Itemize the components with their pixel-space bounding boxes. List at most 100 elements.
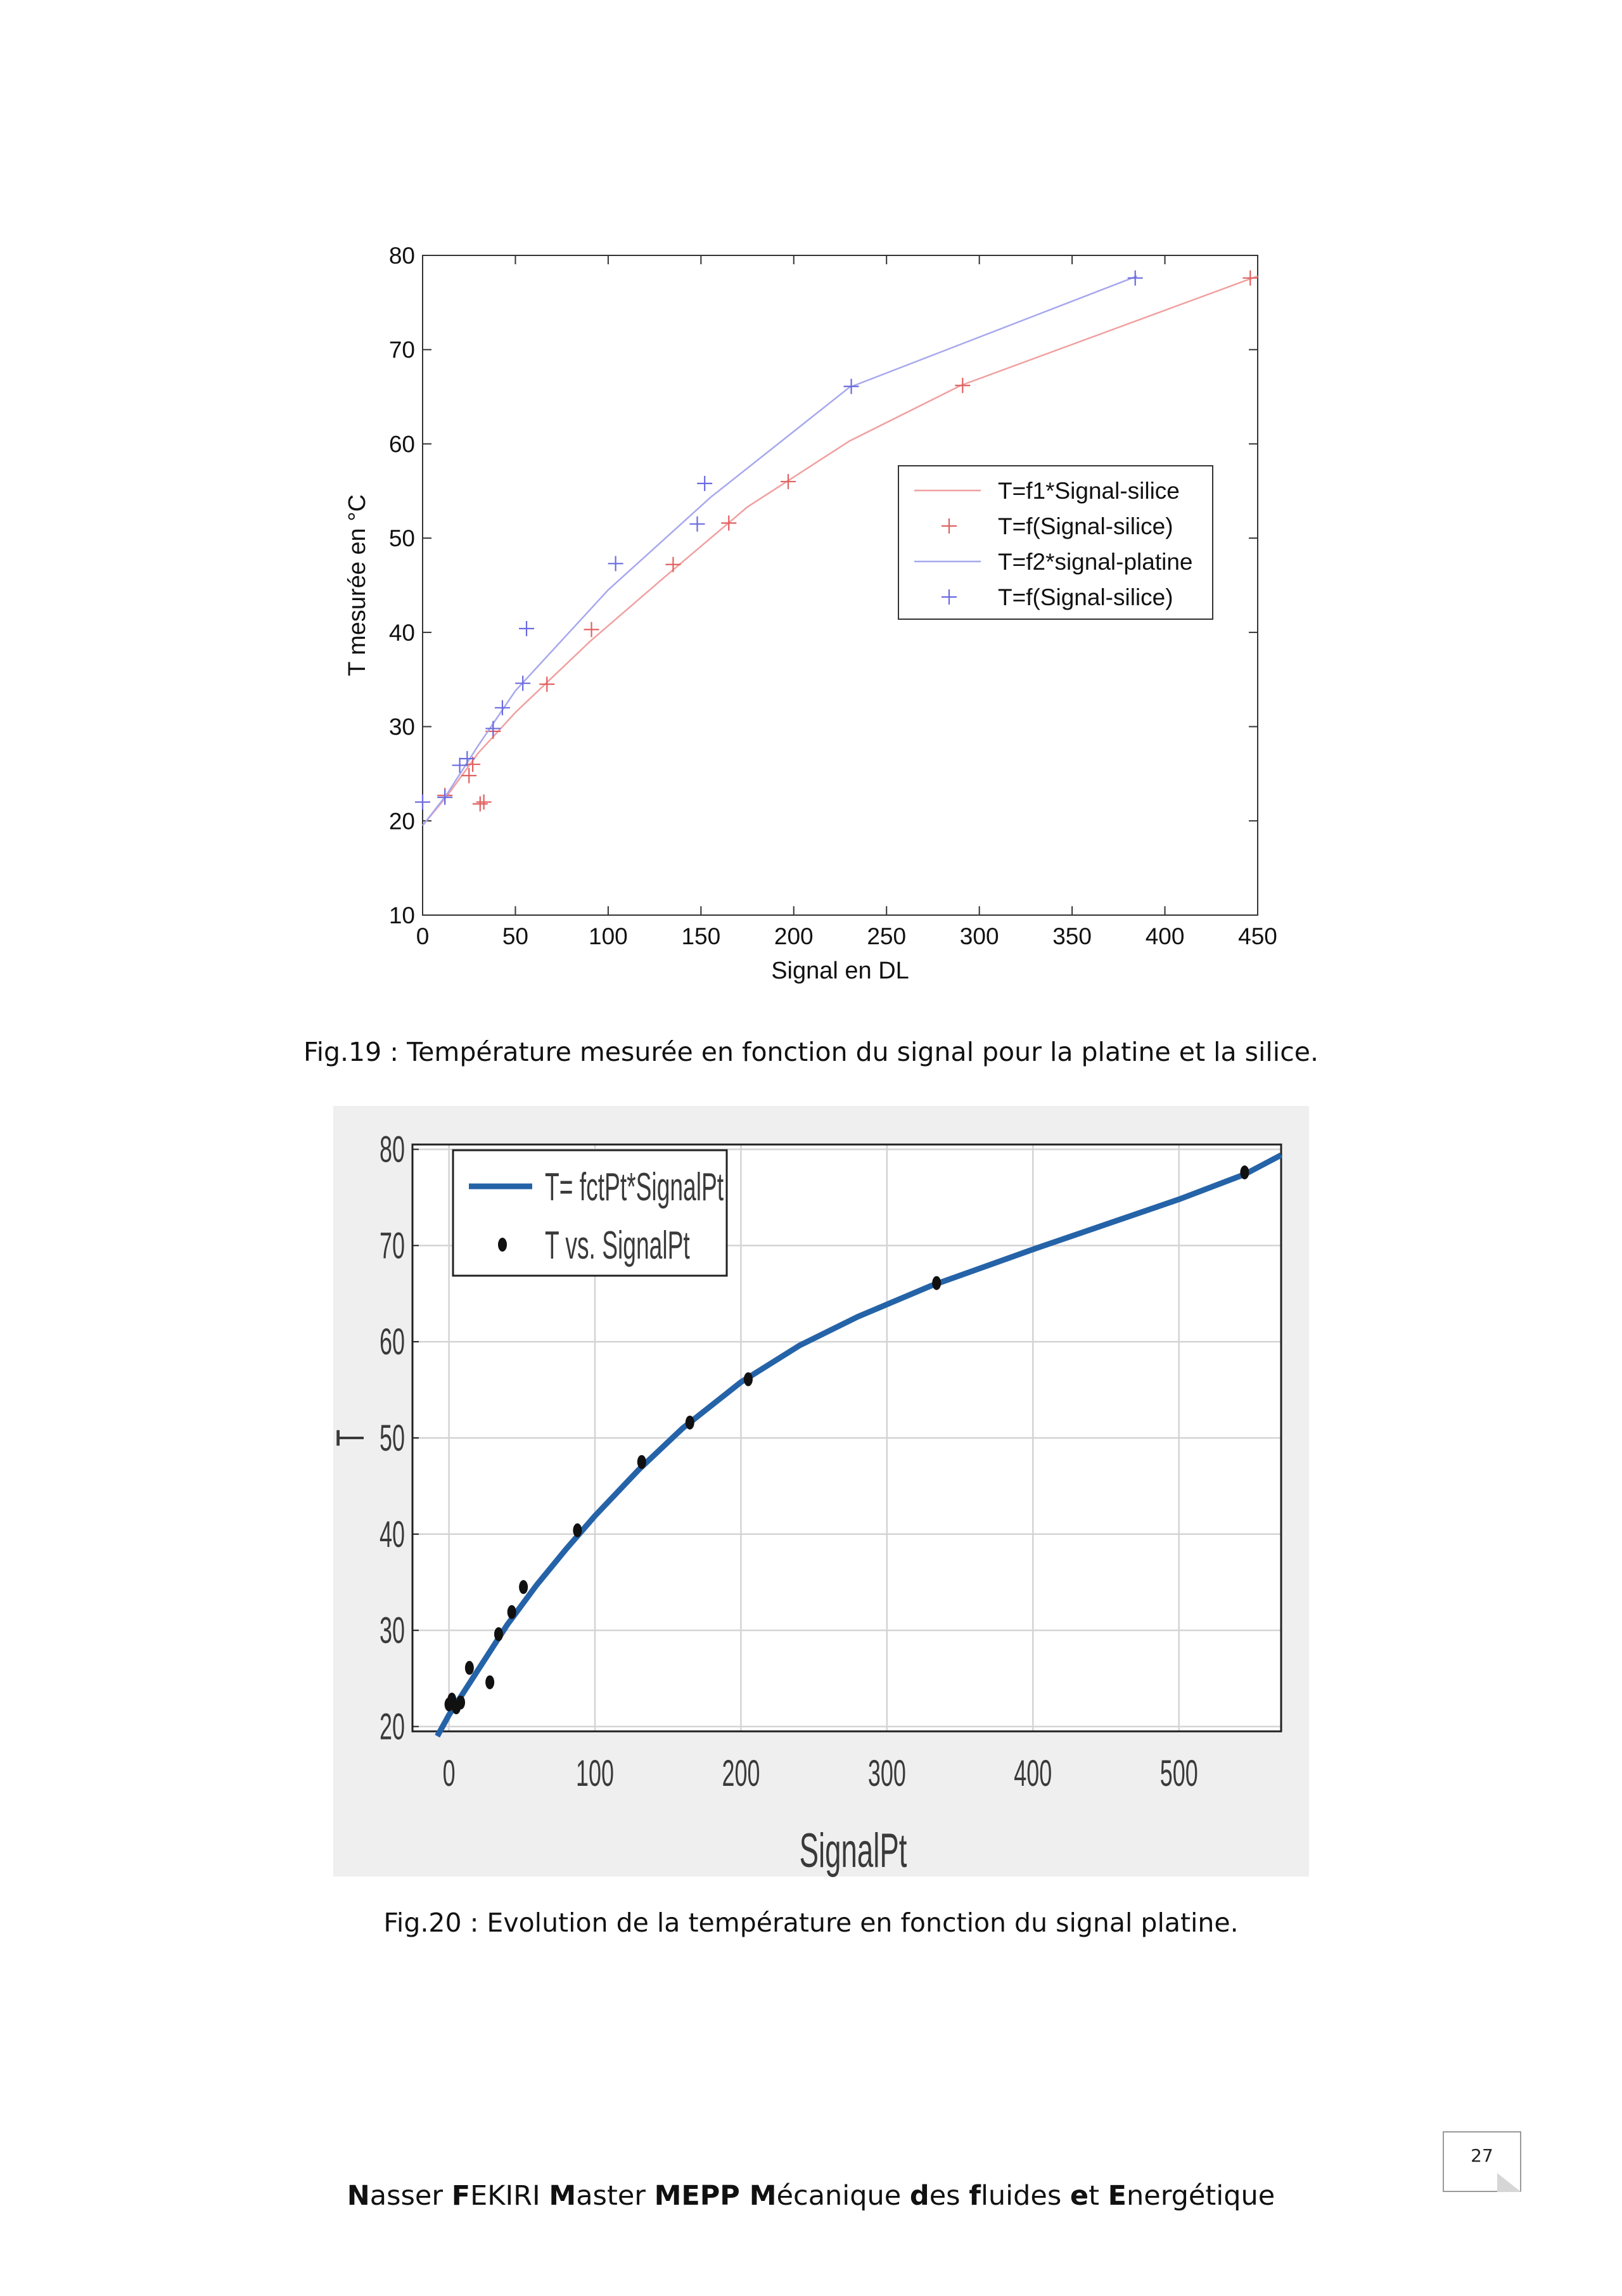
x-tick-label: 450	[1238, 923, 1277, 949]
legend-swatch-marker	[498, 1238, 507, 1252]
footer-initial: e	[1070, 2180, 1089, 2212]
y-tick-label: 20	[380, 1707, 405, 1748]
footer-text: t	[1089, 2180, 1108, 2212]
series-marker-3	[843, 378, 859, 394]
series-marker-3	[515, 676, 531, 691]
x-tick-label: 300	[960, 923, 999, 949]
figure-20-caption: Fig.20 : Evolution de la température en …	[383, 1908, 1239, 1938]
series-marker-1	[539, 676, 555, 692]
x-tick-label: 200	[722, 1753, 760, 1794]
x-tick-label: 250	[867, 923, 906, 949]
legend-label: T=f(Signal-silice)	[998, 513, 1173, 539]
series-marker-3	[697, 475, 713, 491]
x-tick-label: 100	[589, 923, 628, 949]
y-tick-label: 30	[389, 714, 415, 740]
footer-initial: N	[347, 2180, 370, 2212]
x-axis-label: Signal en DL	[771, 958, 909, 984]
series-marker-1	[584, 622, 599, 638]
data-point	[494, 1627, 503, 1641]
chart-temperature-vs-signal: 0 50 100 150 200 250 300 350 400 450 10 20 30 40 50 60 7…	[344, 243, 1277, 984]
x-tick-label: 0	[416, 923, 430, 949]
y-tick-label: 60	[380, 1322, 405, 1363]
footer-text: EKIRI	[470, 2180, 549, 2212]
x-tick-label: 0	[443, 1753, 456, 1794]
x-tick-label: 400	[1014, 1753, 1052, 1794]
series-marker-3	[519, 620, 535, 636]
footer-initial: M	[749, 2180, 777, 2212]
series-marker-1	[476, 794, 492, 810]
data-point	[1240, 1165, 1249, 1180]
figure-19-caption: Fig.19 : Température mesurée en fonction…	[303, 1037, 1319, 1067]
y-tick-label: 80	[380, 1129, 405, 1170]
series-line-2	[422, 275, 1138, 826]
series-marker-3	[1127, 270, 1143, 286]
footer-initial: M	[549, 2180, 577, 2212]
data-point	[685, 1415, 694, 1430]
legend-swatch-marker	[942, 589, 957, 605]
footer-initial: MEPP	[654, 2180, 750, 2212]
legend-label: T=f1*Signal-silice	[998, 478, 1180, 504]
data-point	[456, 1695, 466, 1710]
series-marker-1	[472, 796, 488, 812]
data-point	[932, 1276, 942, 1290]
x-tick-label: 300	[868, 1753, 906, 1794]
x-tick-label: 100	[576, 1753, 614, 1794]
page-number-box: 27	[1443, 2131, 1521, 2192]
page-curl	[1497, 2173, 1521, 2192]
plot-border	[411, 1143, 1282, 1733]
legend-box	[452, 1149, 728, 1277]
series-marker-1	[955, 378, 971, 394]
legend-box	[898, 465, 1213, 620]
series-marker-3	[494, 700, 510, 715]
legend-label: T vs. SignalPt	[545, 1223, 690, 1267]
y-axis-label: T	[329, 1430, 373, 1447]
data-point	[464, 1660, 474, 1675]
legend-swatch-marker	[942, 518, 957, 534]
series-marker-3	[485, 721, 501, 736]
y-tick-label: 40	[389, 620, 415, 646]
x-tick-label: 350	[1052, 923, 1092, 949]
chart-temperature-vs-signalpt: 0 100 200 300 400 500 20 30 40 50 60 70 80 SignalPt T T…	[329, 1106, 1309, 1878]
y-tick-label: 70	[380, 1226, 405, 1267]
legend-label: T=f2*signal-platine	[998, 549, 1193, 575]
series-line-0	[422, 275, 1258, 826]
footer-text: es	[929, 2180, 969, 2212]
footer-author-line: Nasser FEKIRI Master MEPP Mécanique des …	[0, 2180, 1622, 2212]
footer-text: nergétique	[1127, 2180, 1275, 2212]
data-point	[573, 1523, 582, 1537]
y-tick-label: 10	[389, 902, 415, 928]
y-tick-label: 70	[389, 337, 415, 363]
footer-initial: d	[909, 2180, 929, 2212]
y-tick-label: 60	[389, 431, 415, 457]
series-marker-1	[780, 473, 796, 489]
footer-text: asser	[369, 2180, 452, 2212]
series-marker-1	[1242, 270, 1258, 286]
data-point	[743, 1372, 753, 1387]
y-tick-label: 20	[389, 808, 415, 834]
y-tick-label: 40	[380, 1514, 405, 1555]
series-marker-3	[608, 556, 623, 572]
x-axis-label: SignalPt	[800, 1824, 907, 1878]
footer-text: aster	[576, 2180, 655, 2212]
x-tick-label: 200	[774, 923, 814, 949]
legend-label: T= fctPt*SignalPt	[545, 1165, 724, 1209]
page-number: 27	[1471, 2145, 1493, 2166]
footer-initial: F	[451, 2180, 471, 2212]
y-axis-label: T mesurée en °C	[344, 494, 371, 676]
y-tick-label: 50	[389, 525, 415, 551]
series-marker-1	[461, 767, 477, 783]
data-point	[637, 1454, 646, 1469]
series-marker-1	[721, 515, 737, 531]
footer-initial: f	[969, 2180, 981, 2212]
footer-text: luides	[980, 2180, 1070, 2212]
x-tick-label: 150	[681, 923, 720, 949]
x-tick-label: 400	[1146, 923, 1185, 949]
legend-label: T=f(Signal-silice)	[998, 584, 1173, 610]
y-tick-label: 50	[380, 1418, 405, 1459]
footer-text: écanique	[776, 2180, 910, 2212]
series-marker-3	[452, 757, 468, 773]
data-point	[507, 1605, 516, 1619]
series-marker-3	[415, 794, 430, 810]
data-point	[519, 1580, 528, 1594]
x-tick-label: 500	[1160, 1753, 1198, 1794]
